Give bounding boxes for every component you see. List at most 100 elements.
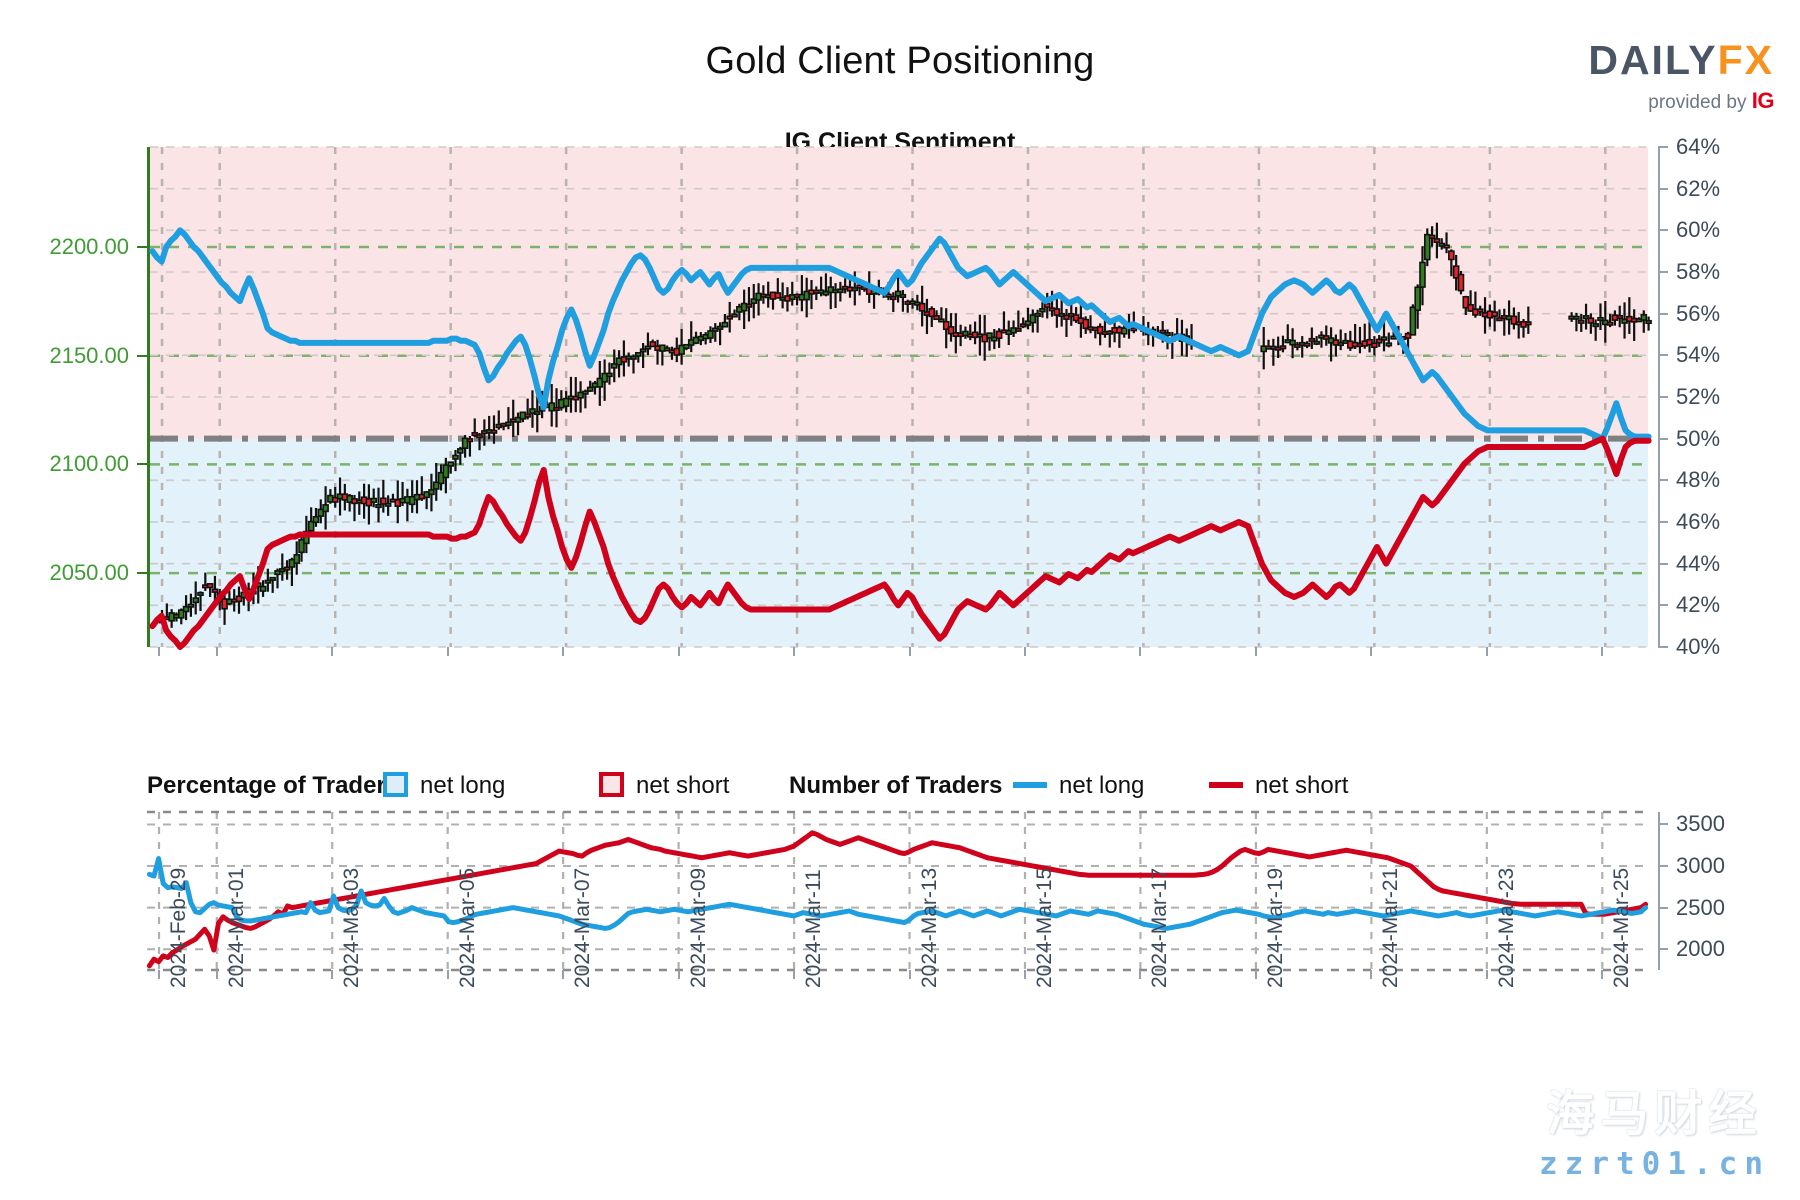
- date-axis-tick: [1023, 970, 1026, 979]
- watermark-url-text: zzrt01.cn: [1539, 1146, 1770, 1182]
- x-axis-tick: [158, 647, 161, 656]
- percent-axis-label: 54%: [1676, 342, 1721, 368]
- percent-axis-label: 62%: [1676, 175, 1721, 201]
- percent-axis-tick: [1658, 146, 1668, 148]
- x-axis-tick: [1601, 647, 1604, 656]
- percent-axis-label: 48%: [1676, 467, 1721, 493]
- percent-axis-tick: [1658, 437, 1668, 440]
- legend-pct-net-long-label: net long: [420, 772, 506, 799]
- percent-axis-label: 46%: [1676, 509, 1721, 534]
- legend-num-title: Number of Traders: [789, 772, 1003, 799]
- x-axis-tick: [446, 647, 449, 656]
- percent-axis-tick: [1658, 646, 1668, 648]
- legend-pct-net-short-label: net short: [636, 772, 730, 799]
- x-axis-tick: [677, 647, 680, 656]
- date-axis-tick: [1139, 970, 1142, 979]
- date-axis-tick: [1370, 970, 1373, 979]
- percent-axis-tick: [1658, 354, 1668, 357]
- legend-num-net-long-label: net long: [1059, 772, 1145, 799]
- price-axis-label: 2200.00: [49, 234, 129, 259]
- date-axis-label: 2024-Mar-15: [1032, 867, 1056, 988]
- count-axis-tick: [1658, 823, 1668, 826]
- date-axis-label: 2024-Mar-23: [1494, 867, 1518, 988]
- logo-provided-by: provided by IG: [1588, 88, 1775, 113]
- date-axis-label: 2024-Mar-01: [224, 867, 248, 988]
- trader-count-chart: [146, 810, 1649, 972]
- percent-axis-label: 44%: [1676, 550, 1721, 576]
- percent-axis-label: 56%: [1676, 300, 1721, 326]
- page-title: Gold Client Positioning: [705, 40, 1095, 82]
- logo-wordmark: DAILYFX: [1588, 40, 1774, 81]
- net-short-swatch-icon: [599, 772, 624, 797]
- date-axis-label: 2024-Mar-21: [1379, 867, 1403, 988]
- net-long-swatch-icon: [383, 772, 408, 797]
- percent-axis-tick: [1658, 521, 1668, 523]
- legend-pct-net-long[interactable]: net long: [383, 772, 505, 800]
- watermark-cn-text: 海马财经: [1546, 1086, 1763, 1142]
- date-axis-tick: [331, 970, 334, 979]
- date-axis-tick: [677, 970, 680, 979]
- x-axis-tick: [1023, 647, 1026, 656]
- logo-daily-text: DAILY: [1588, 37, 1718, 83]
- date-axis-label: 2024-Mar-13: [917, 867, 941, 988]
- date-axis-label: 2024-Feb-29: [167, 867, 191, 988]
- date-axis-tick: [1485, 970, 1488, 979]
- price-axis-tick: [137, 354, 147, 357]
- percent-axis-tick: [1658, 229, 1668, 232]
- main-plot-series: [149, 146, 1652, 650]
- percent-axis-tick: [1658, 187, 1668, 190]
- percent-axis-label: 60%: [1676, 217, 1721, 243]
- percent-axis-label: 42%: [1676, 592, 1721, 618]
- legend-num-net-short-label: net short: [1255, 772, 1349, 799]
- net-long-line-icon: [1013, 782, 1047, 788]
- date-axis-label: 2024-Mar-11: [802, 869, 826, 988]
- percent-axis-label: 40%: [1676, 634, 1721, 659]
- x-axis-tick: [215, 647, 218, 656]
- date-axis-tick: [562, 970, 565, 979]
- percent-axis-tick: [1658, 271, 1668, 273]
- count-axis-label: 2500: [1676, 894, 1725, 920]
- percent-axis-label: 50%: [1676, 425, 1721, 451]
- price-axis-tick: [137, 572, 147, 575]
- net-short-line-icon: [1209, 782, 1243, 788]
- count-axis-label: 2000: [1676, 936, 1725, 962]
- date-axis-label: 2024-Mar-19: [1263, 867, 1287, 988]
- date-axis-label: 2024-Mar-17: [1148, 867, 1172, 988]
- price-axis-label: 2100.00: [49, 451, 129, 477]
- percent-axis-tick: [1658, 479, 1668, 482]
- date-axis-tick: [1254, 970, 1257, 979]
- count-axis-label: 3000: [1676, 853, 1725, 879]
- date-axis-tick: [446, 970, 449, 979]
- percent-axis-tick: [1658, 396, 1668, 398]
- x-axis-tick: [1254, 647, 1257, 656]
- legend-num-net-long[interactable]: net long: [1013, 772, 1144, 800]
- date-axis-label: 2024-Mar-07: [571, 867, 595, 988]
- legend-num-net-short[interactable]: net short: [1209, 772, 1348, 800]
- x-axis-tick: [562, 647, 565, 656]
- price-axis-tick: [137, 463, 147, 466]
- legend-pct-net-short[interactable]: net short: [599, 772, 729, 800]
- legend-pct-title: Percentage of Traders: [147, 772, 400, 799]
- price-axis-tick: [137, 246, 147, 248]
- count-axis-line: [1658, 812, 1660, 970]
- logo-fx-text: FX: [1717, 37, 1774, 83]
- date-axis-label: 2024-Mar-03: [340, 867, 364, 988]
- date-axis-label: 2024-Mar-09: [686, 867, 710, 988]
- logo-ig-text: IG: [1751, 88, 1775, 113]
- price-axis-label: 2050.00: [49, 560, 129, 586]
- percent-axis-label: 58%: [1676, 259, 1721, 284]
- percent-axis-label: 64%: [1676, 134, 1721, 159]
- dailyfx-logo: DAILYFX provided by IG: [1588, 40, 1775, 113]
- x-axis-tick: [331, 647, 334, 656]
- date-axis-label: 2024-Mar-05: [455, 867, 479, 988]
- date-axis-tick: [1601, 970, 1604, 979]
- x-axis-tick: [1139, 647, 1142, 656]
- main-sentiment-chart: [147, 146, 1652, 650]
- count-axis-label: 3500: [1676, 811, 1725, 837]
- logo-provided-text: provided by: [1648, 92, 1747, 113]
- x-axis-tick: [793, 647, 796, 656]
- x-axis-tick: [1485, 647, 1488, 656]
- percent-axis-label: 52%: [1676, 384, 1721, 409]
- date-axis-tick: [158, 970, 161, 979]
- percent-axis-tick: [1658, 312, 1668, 315]
